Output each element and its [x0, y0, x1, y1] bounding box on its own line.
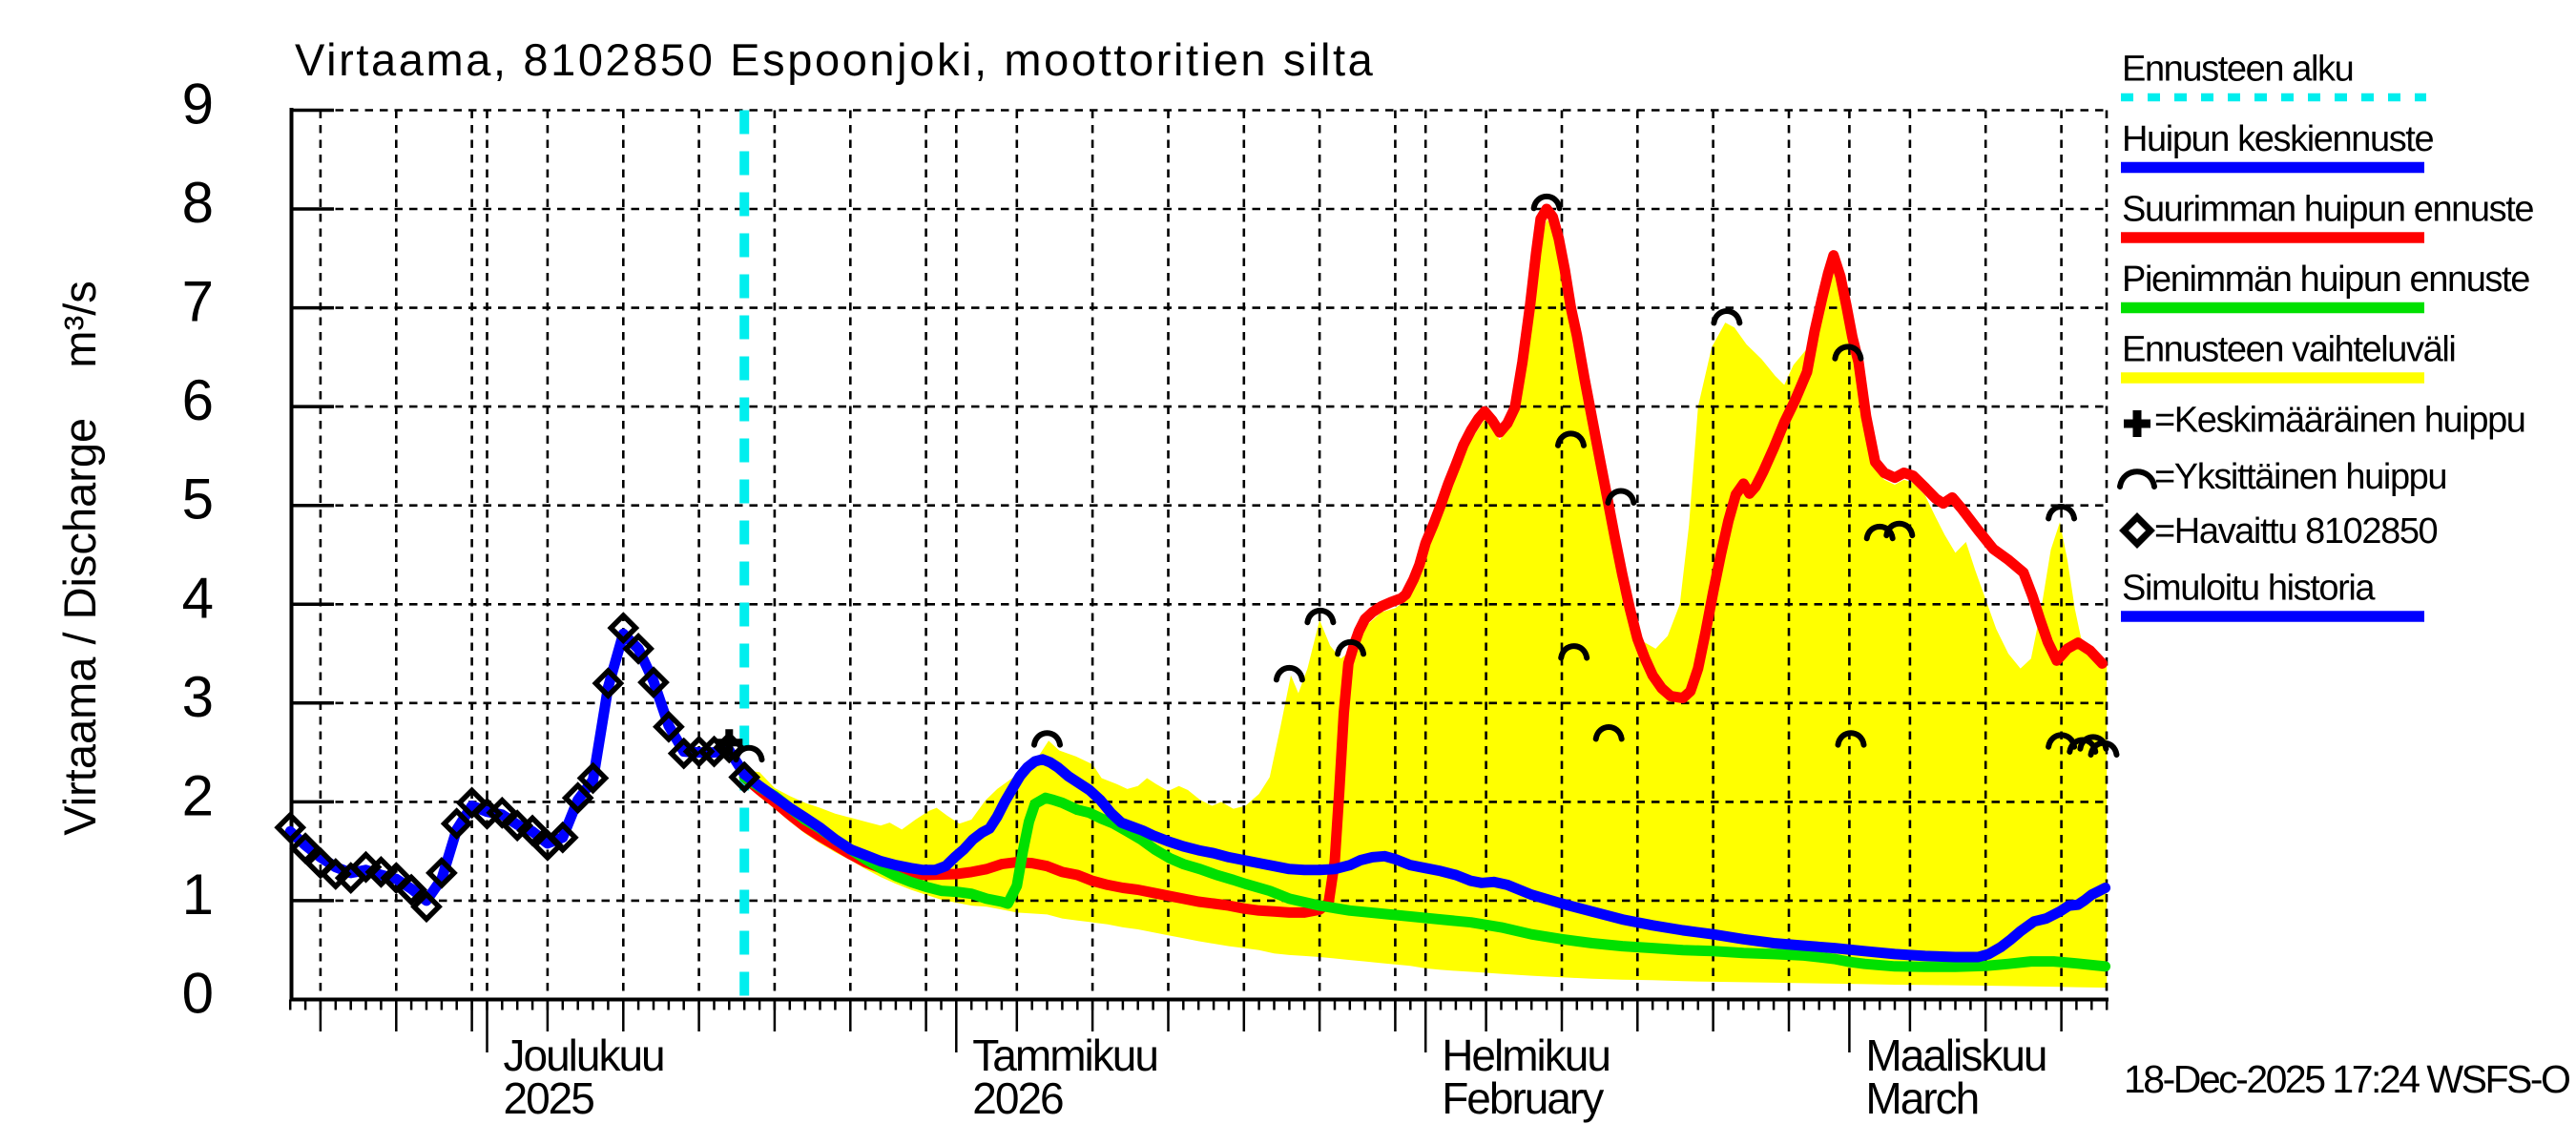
- svg-text:2: 2: [182, 763, 214, 827]
- svg-text:Helmikuu: Helmikuu: [1442, 1030, 1610, 1080]
- svg-text:Maaliskuu: Maaliskuu: [1865, 1030, 2046, 1080]
- svg-text:18-Dec-2025 17:24 WSFS-O: 18-Dec-2025 17:24 WSFS-O: [2124, 1057, 2569, 1101]
- svg-text:2025: 2025: [504, 1073, 594, 1123]
- svg-text:3: 3: [182, 665, 214, 729]
- svg-text:9: 9: [182, 73, 214, 136]
- svg-text:=Havaittu 8102850: =Havaittu 8102850: [2154, 511, 2438, 552]
- svg-text:February: February: [1442, 1073, 1604, 1123]
- svg-text:0: 0: [182, 962, 214, 1026]
- svg-text:Ennusteen vaihteluväli: Ennusteen vaihteluväli: [2122, 330, 2455, 370]
- svg-text:5: 5: [182, 468, 214, 531]
- svg-text:Virtaama, 8102850 Espoonjoki,: Virtaama, 8102850 Espoonjoki, moottoriti…: [295, 34, 1375, 85]
- svg-text:Huipun keskiennuste: Huipun keskiennuste: [2122, 119, 2433, 159]
- svg-text:Tammikuu: Tammikuu: [972, 1030, 1157, 1080]
- svg-text:Simuloitu historia: Simuloitu historia: [2122, 569, 2376, 609]
- svg-text:Virtaama / Discharge m³/s: Virtaama / Discharge m³/s: [54, 281, 105, 836]
- svg-text:=Yksittäinen huippu: =Yksittäinen huippu: [2154, 457, 2446, 497]
- svg-text:Pienimmän huipun ennuste: Pienimmän huipun ennuste: [2122, 260, 2529, 300]
- svg-text:Suurimman huipun ennuste: Suurimman huipun ennuste: [2122, 190, 2533, 230]
- svg-text:March: March: [1865, 1073, 1978, 1123]
- svg-text:=Keskimääräinen huippu: =Keskimääräinen huippu: [2154, 401, 2525, 441]
- svg-text:7: 7: [182, 270, 214, 334]
- svg-text:Ennusteen alku: Ennusteen alku: [2122, 50, 2353, 90]
- svg-text:Joulukuu: Joulukuu: [504, 1030, 664, 1080]
- svg-text:1: 1: [182, 863, 214, 926]
- svg-text:8: 8: [182, 171, 214, 235]
- svg-text:2026: 2026: [972, 1073, 1063, 1123]
- svg-text:4: 4: [182, 566, 214, 630]
- svg-text:6: 6: [182, 368, 214, 432]
